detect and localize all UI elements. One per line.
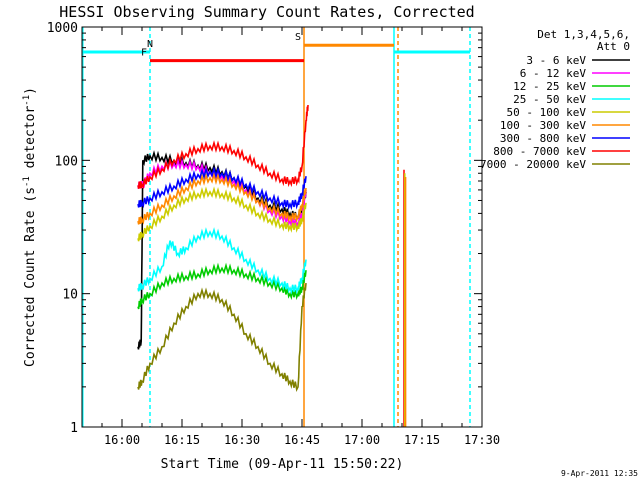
y-axis: 1 10 100 1000 — [47, 21, 482, 436]
legend-label-25-50-kev: 25 - 50 keV — [513, 93, 586, 106]
x-tick-label-4: 17:00 — [344, 433, 380, 447]
x-tick-label-3: 16:45 — [284, 433, 320, 447]
legend-label-800-7000-kev: 800 - 7000 keV — [493, 145, 586, 158]
y-label-sup1: -1 — [22, 176, 32, 187]
series-7000-20000-kev — [137, 283, 307, 393]
legend-label-3-6-kev: 3 - 6 keV — [526, 54, 586, 67]
series-6-12-kev — [137, 157, 307, 229]
x-axis-label: Start Time (09-Apr-11 15:50:22) — [161, 457, 404, 472]
series-25-50-kev — [137, 227, 307, 295]
series-300-800-kev — [137, 166, 307, 211]
y-tick-label-2: 100 — [55, 154, 78, 169]
legend-label-300-800-kev: 300 - 800 keV — [500, 132, 586, 145]
legend-header-1: Det 1,3,4,5,6, — [537, 28, 630, 41]
x-tick-label-6: 17:30 — [464, 433, 500, 447]
chart-title: HESSI Observing Summary Count Rates, Cor… — [59, 3, 474, 21]
state-label-f: F — [141, 48, 147, 59]
legend-label-7000-20000-kev: 7000 - 20000 keV — [480, 158, 586, 171]
legend-label-6-12-kev: 6 - 12 keV — [520, 67, 587, 80]
x-tick-label-1: 16:15 — [164, 433, 200, 447]
y-tick-label-0: 1 — [70, 421, 78, 436]
x-tick-label-2: 16:30 — [224, 433, 260, 447]
series-100-300-kev — [137, 172, 307, 225]
plot-area: NF S — [82, 27, 471, 427]
y-label-part3: ) — [23, 87, 38, 95]
state-label-s: S — [295, 32, 301, 43]
y-label-part2: detector — [23, 106, 38, 177]
x-axis: 16:00 16:15 16:30 16:45 17:00 17:15 17:30 — [81, 27, 500, 447]
x-tick-label-5: 17:15 — [404, 433, 440, 447]
date-stamp: 9-Apr-2011 12:35 — [561, 469, 638, 478]
legend-label-50-100-kev: 50 - 100 keV — [507, 106, 587, 119]
legend-label-100-300-kev: 100 - 300 keV — [500, 119, 586, 132]
state-label-n: N — [147, 39, 153, 50]
series-800-7000-kev — [137, 104, 309, 190]
y-tick-label-1: 10 — [62, 288, 78, 303]
y-axis-label: Corrected Count Rate (s-1 detector-1) — [22, 87, 38, 367]
series-12-25-kev — [137, 262, 307, 310]
legend-header-2: Att 0 — [597, 40, 630, 53]
y-label-part1: Corrected Count Rate (s — [23, 187, 38, 367]
legend-label-12-25-kev: 12 - 25 keV — [513, 80, 586, 93]
y-label-sup2: -1 — [22, 95, 32, 106]
x-tick-label-0: 16:00 — [104, 433, 140, 447]
y-tick-label-3: 1000 — [47, 21, 78, 36]
series-50-100-kev — [137, 186, 307, 242]
